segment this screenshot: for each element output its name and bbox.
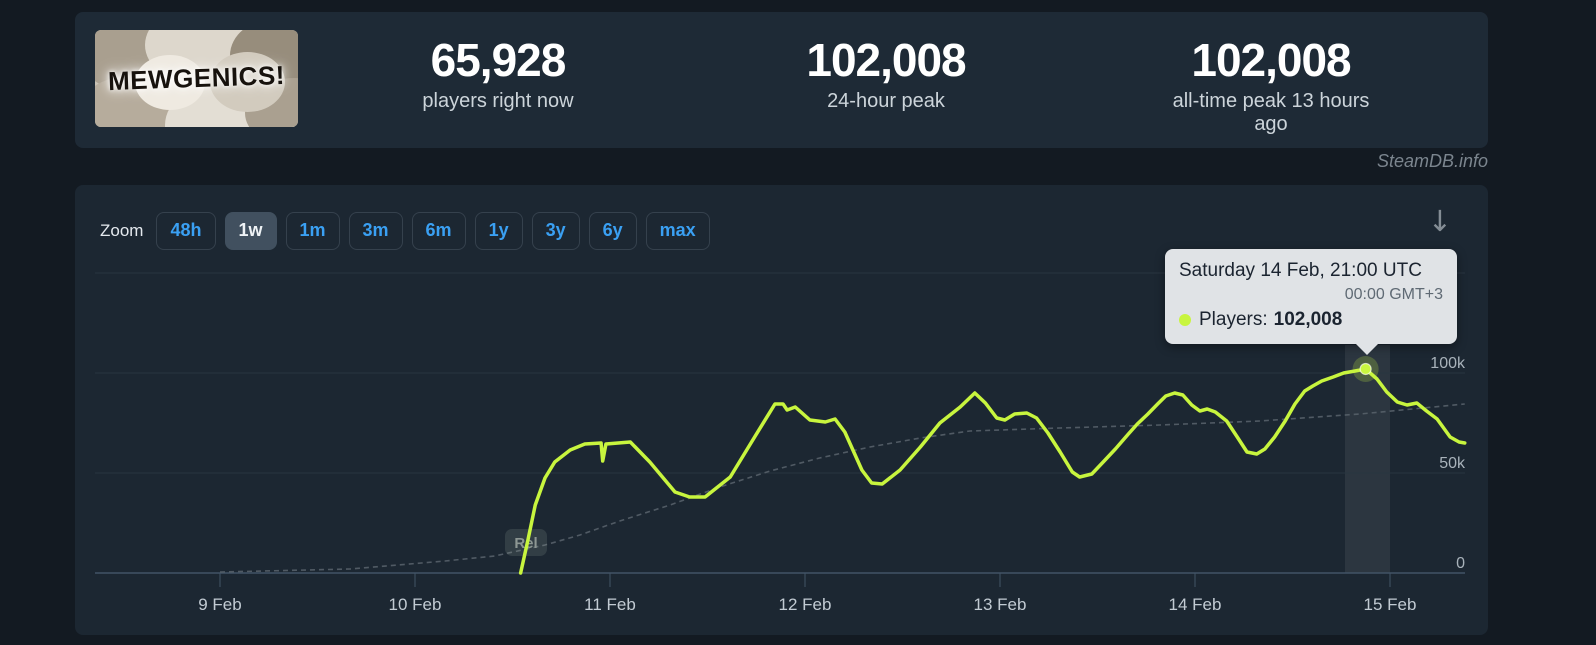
stat-24h-peak: 102,008 24-hour peak xyxy=(806,34,966,113)
x-axis-label: 13 Feb xyxy=(974,595,1027,614)
capsule-art-blob xyxy=(210,52,285,112)
stat-label: players right now xyxy=(422,89,574,112)
hover-band xyxy=(1345,345,1390,573)
zoom-range-3y[interactable]: 3y xyxy=(531,212,580,250)
zoom-range-max[interactable]: max xyxy=(645,212,710,250)
marker-halo xyxy=(1352,355,1379,382)
chart-tooltip: Saturday 14 Feb, 21:00 UTC 00:00 GMT+3 P… xyxy=(1165,249,1457,355)
release-badge xyxy=(505,529,547,556)
capsule-art-blob xyxy=(135,55,205,110)
y-axis-label: 100k xyxy=(1430,355,1466,372)
stat-label: 24-hour peak xyxy=(827,89,945,112)
release-badge-label: Rel xyxy=(514,535,537,552)
y-axis-label: 50k xyxy=(1439,455,1466,472)
chart-panel: Zoom 48h 1w 1m 3m 6m 1y 3y 6y max ↓ 100k 50k 0 9 Fe… xyxy=(75,185,1488,635)
stat-current-players: 65,928 players right now xyxy=(422,34,573,113)
zoom-range-1y[interactable]: 1y xyxy=(474,212,523,250)
stat-value: 65,928 xyxy=(430,34,567,86)
zoom-range-1m[interactable]: 1m xyxy=(285,212,340,250)
game-capsule-image[interactable]: MEWGENICS! xyxy=(95,30,298,127)
series-dot-icon xyxy=(1179,314,1191,326)
tooltip-localtime: 00:00 GMT+3 xyxy=(1344,286,1443,303)
stat-value: 102,008 xyxy=(806,34,966,86)
x-axis-label: 9 Feb xyxy=(198,595,241,614)
x-axis-label: 10 Feb xyxy=(389,595,442,614)
tooltip-date: Saturday 14 Feb, 21:00 UTC xyxy=(1179,260,1422,281)
x-axis-label: 11 Feb xyxy=(584,595,636,614)
tooltip-series-value: 102,008 xyxy=(1273,309,1343,330)
steamdb-watermark: SteamDB.info xyxy=(1376,151,1488,171)
zoom-toolbar: Zoom 48h 1w 1m 3m 6m 1y 3y 6y max xyxy=(100,212,710,250)
x-axis-label: 12 Feb xyxy=(779,595,832,614)
trend-line xyxy=(219,403,1465,573)
game-logo-text: MEWGENICS! xyxy=(107,59,286,97)
zoom-ranges: 48h 1w 1m 3m 6m 1y 3y 6y max xyxy=(156,212,710,250)
zoom-range-3m[interactable]: 3m xyxy=(348,212,403,250)
stat-value: 102,008 xyxy=(1191,34,1351,86)
players-line xyxy=(518,367,1467,575)
x-axis-label: 15 Feb xyxy=(1364,595,1417,614)
stat-label: all-time peak 13 hours ago xyxy=(1172,89,1370,135)
stat-alltime-peak: 102,008 all-time peak 13 hours ago xyxy=(1163,34,1380,136)
tooltip-players-row: Players: 102,008 xyxy=(1179,306,1443,334)
header-panel: MEWGENICS! 65,928 players right now 102,… xyxy=(75,12,1488,148)
y-axis-label: 0 xyxy=(1456,555,1465,572)
zoom-range-1w[interactable]: 1w xyxy=(224,212,277,250)
x-axis-label: 14 Feb xyxy=(1169,595,1222,614)
tooltip-series-label: Players: xyxy=(1199,309,1268,330)
zoom-range-6y[interactable]: 6y xyxy=(588,212,637,250)
download-icon[interactable]: ↓ xyxy=(1427,204,1452,238)
zoom-range-48h[interactable]: 48h xyxy=(156,212,216,250)
marker-dot xyxy=(1359,362,1372,376)
zoom-range-6m[interactable]: 6m xyxy=(411,212,466,250)
zoom-label: Zoom xyxy=(100,220,144,240)
